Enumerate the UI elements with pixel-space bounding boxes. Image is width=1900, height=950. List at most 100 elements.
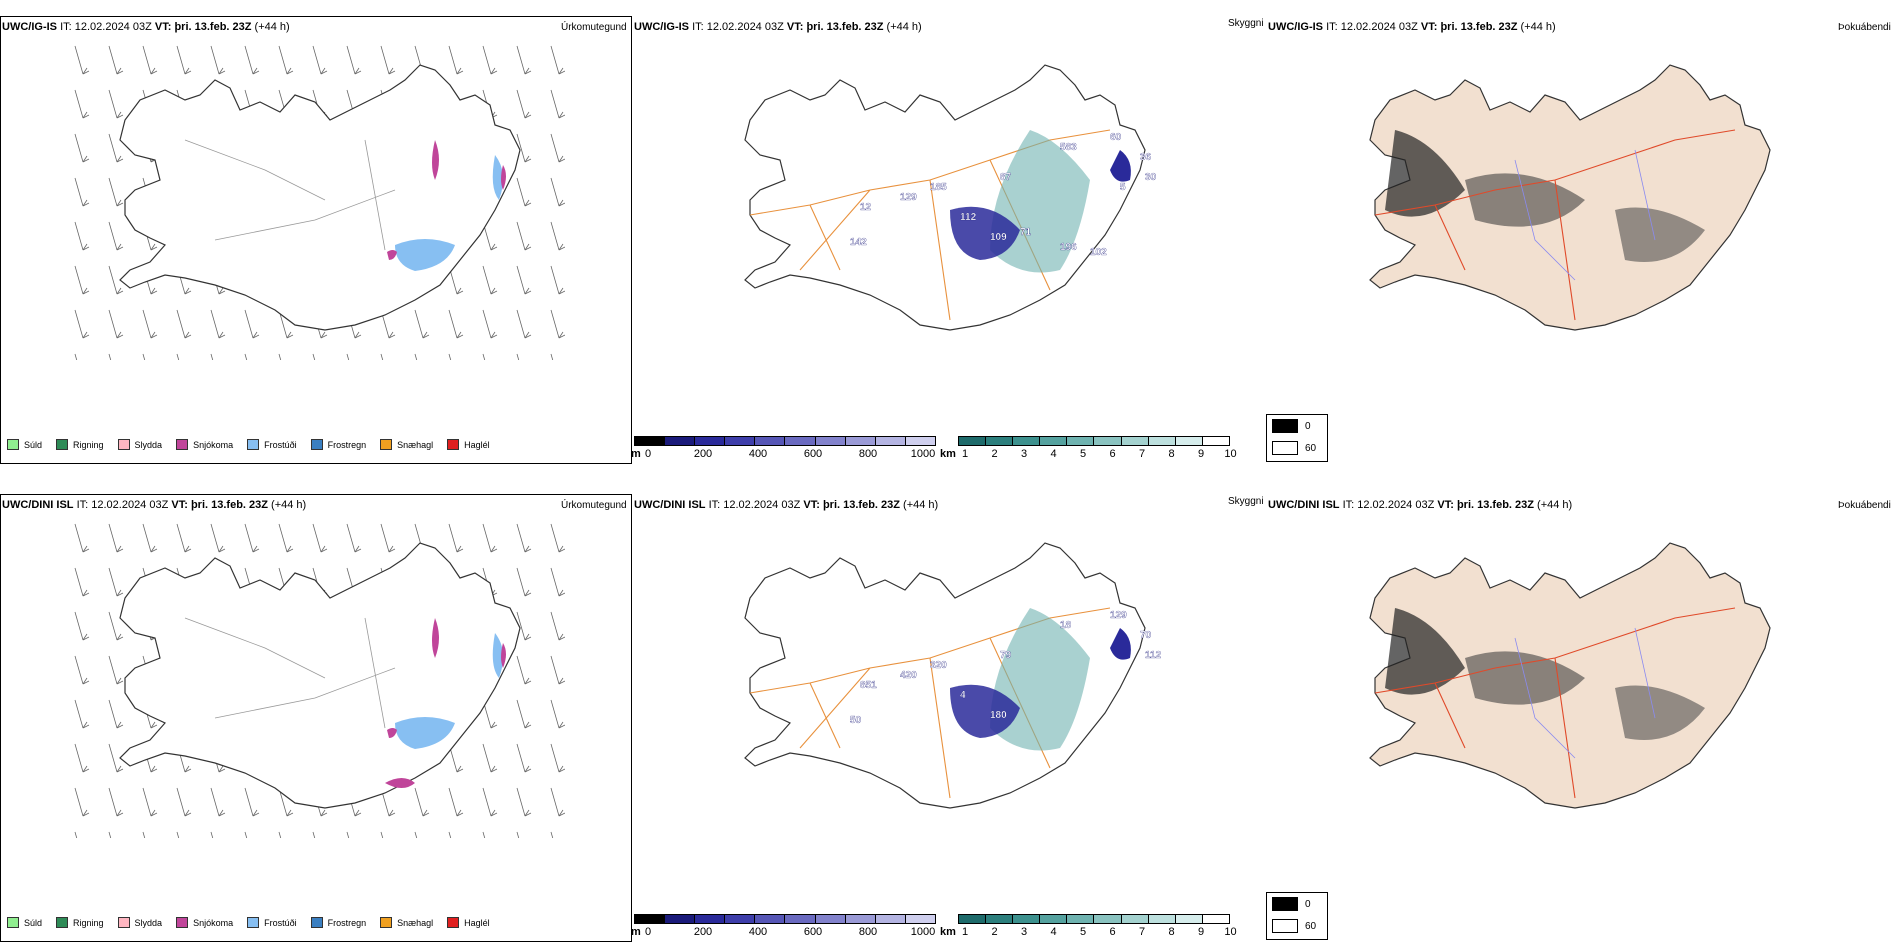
visibility-panel-title: Skyggni (1228, 496, 1264, 507)
legend-item: Slydda (117, 439, 163, 450)
forecast-row: UWC/IG-IS IT: 12.02.2024 03Z VT: þri. 13… (0, 0, 1900, 470)
colorbar-tick: 200 (693, 926, 713, 938)
colorbar-tick: 400 (748, 926, 768, 938)
cloud-base-label: 60 (1110, 132, 1122, 143)
fog-index-key: 0 60 (1266, 414, 1328, 462)
colorbar-tick: 400 (748, 448, 768, 460)
legend-swatch (7, 439, 19, 450)
cloud-base-label: 129 (900, 192, 917, 203)
fog-key-row: 60 (1272, 441, 1316, 455)
colorbar-tick: 200 (693, 448, 713, 460)
colorbar-block (815, 437, 846, 445)
precip-type-map (65, 518, 565, 843)
colorbar-block (905, 437, 935, 445)
colorbar-tick: 6 (1109, 448, 1116, 460)
cloud-base-unit: m (631, 448, 641, 460)
colorbar-block (1040, 437, 1068, 445)
cloud-base-label: 12 (860, 202, 872, 213)
cloud-base-label: 196 (1060, 242, 1077, 253)
legend-label: Slydda (134, 917, 163, 928)
legend-item: Súld (7, 439, 42, 450)
cloud-base-colorbar: m 0 200 400 600 800 1000 (631, 914, 936, 938)
legend-item: Frostregn (310, 917, 366, 928)
vt-value: þri. 13.feb. 23Z (822, 499, 900, 511)
panel-header: UWC/IG-IS IT: 12.02.2024 03Z VT: þri. 13… (1268, 21, 1556, 33)
vt-value: þri. 13.feb. 23Z (174, 21, 252, 33)
cloud-base-colorbar-blocks (634, 436, 936, 446)
colorbar-block (986, 437, 1014, 445)
legend-item: Súld (7, 917, 42, 928)
fog-panel-title: Þokuábendi (1838, 500, 1891, 511)
colorbar-tick: 7 (1138, 926, 1146, 938)
visibility-colorbar-blocks (958, 436, 1230, 446)
cloud-base-visibility-map (690, 40, 1190, 365)
fog-key-swatch (1272, 419, 1298, 433)
colorbar-block (1067, 915, 1095, 923)
visibility-colorbar: km 1 2 3 4 5 6 7 8 9 10 (940, 914, 1237, 938)
cloud-base-label: 50 (850, 715, 862, 726)
vt-label: VT: (803, 499, 820, 511)
fog-index-key: 0 60 (1266, 892, 1328, 940)
cloud-base-label: 112 (1145, 650, 1162, 661)
colorbar-block (635, 915, 666, 923)
colorbar-tick: 800 (858, 448, 878, 460)
it-label: IT: (692, 21, 704, 33)
legend-swatch (117, 917, 130, 928)
cloud-base-label: 18 (1060, 620, 1072, 631)
vt-value: þri. 13.feb. 23Z (1456, 499, 1534, 511)
cloud-base-label: 180 (990, 710, 1007, 721)
colorbar-block (1148, 915, 1176, 923)
cloud-base-label: 71 (1020, 227, 1032, 238)
colorbar-block (785, 437, 816, 445)
fog-key-label: 60 (1305, 920, 1317, 932)
lead-time: (+44 h) (903, 499, 939, 511)
it-value: 12.02.2024 03Z (1340, 21, 1418, 33)
lead-time: (+44 h) (886, 21, 922, 33)
legend-label: Frostúði (264, 917, 297, 928)
colorbar-block (1013, 437, 1041, 445)
colorbar-tick: 600 (803, 926, 823, 938)
precip-panel-title: Úrkomutegund (561, 500, 627, 511)
cloud-base-label: 70 (1140, 630, 1152, 641)
fog-key-label: 0 (1305, 898, 1311, 910)
vt-value: þri. 13.feb. 23Z (1440, 21, 1518, 33)
colorbar-block (755, 437, 786, 445)
colorbar-tick: 4 (1050, 448, 1057, 460)
colorbar-tick: 7 (1138, 448, 1146, 460)
legend-label: Súld (24, 439, 43, 450)
lead-time: (+44 h) (271, 499, 307, 511)
colorbar-block (1148, 437, 1176, 445)
colorbar-block (725, 915, 756, 923)
colorbar-tick: 9 (1197, 926, 1205, 938)
fog-key-swatch (1272, 897, 1298, 911)
legend-item: Frostregn (310, 439, 366, 450)
colorbar-tick: 1000 (910, 926, 936, 938)
cloud-base-label: 4 (960, 690, 966, 701)
colorbar-tick: 800 (858, 926, 878, 938)
legend-item: Frostúði (247, 917, 297, 928)
visibility-colorbar: km 1 2 3 4 5 6 7 8 9 10 (940, 436, 1237, 460)
colorbar-tick: 5 (1079, 448, 1087, 460)
legend-item: Rigning (56, 917, 104, 928)
it-value: 12.02.2024 03Z (706, 21, 784, 33)
colorbar-tick: 6 (1109, 926, 1116, 938)
vt-value: þri. 13.feb. 23Z (190, 499, 268, 511)
colorbar-tick: 8 (1168, 448, 1175, 460)
colorbar-block (1175, 915, 1203, 923)
legend-item: Slydda (117, 917, 163, 928)
fog-panel-title: Þokuábendi (1838, 22, 1891, 33)
legend-swatch (176, 917, 189, 928)
cloud-base-visibility-map (690, 518, 1190, 843)
colorbar-tick: 600 (803, 448, 823, 460)
colorbar-block (725, 437, 756, 445)
model-name: UWC/DINI ISL (634, 499, 706, 511)
colorbar-tick: 10 (1224, 926, 1237, 938)
colorbar-block (665, 915, 696, 923)
legend-item: Snjókoma (176, 439, 233, 450)
legend-label: Haglél (464, 439, 490, 450)
lead-time: (+44 h) (254, 21, 290, 33)
legend-label: Snæhagl (397, 917, 434, 928)
legend-label: Slydda (134, 439, 163, 450)
colorbar-tick: 3 (1020, 926, 1028, 938)
legend-swatch (117, 439, 130, 450)
